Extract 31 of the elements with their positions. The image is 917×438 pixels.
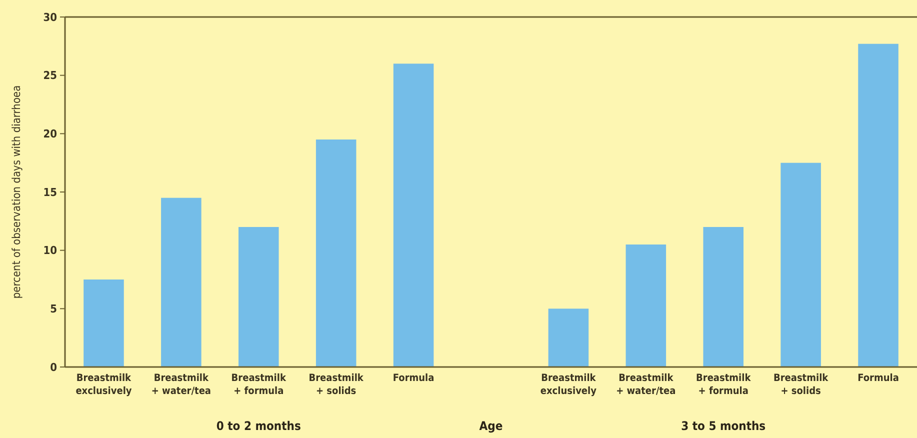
text: 3 to 5 months	[681, 419, 766, 433]
x-tick-label: Breastmilk + formula	[231, 373, 287, 397]
bar	[316, 140, 356, 367]
bar	[858, 44, 898, 367]
y-tick-label: 0	[50, 360, 58, 374]
x-tick-label: Breastmilk + water/tea	[616, 373, 676, 397]
x-tick-label: Breastmilk + solids	[773, 373, 830, 397]
bar	[161, 198, 202, 367]
x-tick-label: Breastmilk exclusively	[76, 373, 132, 397]
bar	[780, 162, 821, 367]
bar	[703, 227, 744, 367]
x-tick-label: Breastmilk exclusively	[540, 373, 597, 397]
y-tick-label: 20	[43, 128, 58, 141]
x-tick-label: Breastmilk + formula	[696, 373, 752, 397]
y-tick-label: 10	[43, 244, 58, 258]
text: 0 to 2 months	[216, 419, 301, 433]
bar	[626, 244, 666, 367]
y-axis-title: percent of observation days with diarrhoea	[10, 85, 23, 299]
y-tick-label: 15	[43, 186, 58, 199]
bar	[238, 227, 279, 367]
x-axis-title: Age	[479, 419, 503, 433]
x-tick-label: Breastmilk + solids	[308, 373, 364, 397]
x-tick-label: Breastmilk + water/tea	[151, 373, 212, 397]
bar	[84, 280, 124, 367]
x-tick-label: Formula	[858, 373, 899, 384]
bar	[548, 308, 589, 367]
y-tick-label: 25	[43, 69, 58, 82]
y-tick-label: 30	[43, 10, 58, 24]
y-tick-label: 5	[50, 302, 58, 316]
bar	[393, 64, 434, 367]
x-tick-label: Formula	[392, 373, 434, 384]
